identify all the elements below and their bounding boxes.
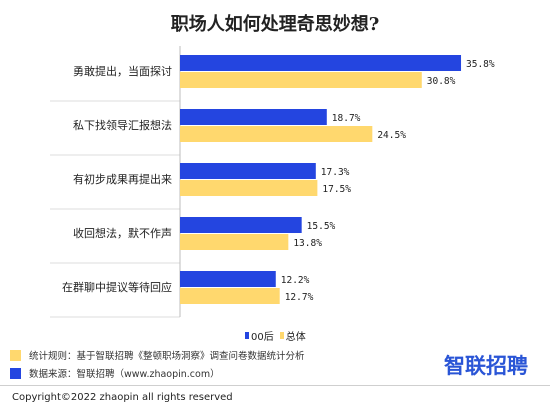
legend: 00后 总体 [245, 328, 306, 343]
bar-total [180, 180, 318, 196]
category-label: 勇敢提出，当面探讨 [73, 64, 172, 78]
note-rule: 统计规则：基于智联招聘《整顿职场洞察》调查问卷数据统计分析 [10, 348, 305, 362]
category-label: 在群聊中提议等待回应 [62, 280, 172, 294]
note-rule-swatch [10, 349, 21, 361]
bar-00hou [180, 163, 316, 179]
chart-title: 职场人如何处理奇思妙想? [170, 14, 380, 35]
bar-total [180, 126, 373, 142]
copyright: Copyright©2022 zhaopin all rights reserv… [12, 392, 233, 403]
legend-label-00hou: 00后 [251, 332, 274, 343]
data-label: 35.8% [466, 59, 495, 70]
data-label: 17.3% [321, 167, 350, 178]
category-label: 有初步成果再提出来 [73, 172, 172, 186]
data-label: 17.5% [322, 184, 351, 195]
data-label: 18.7% [332, 113, 361, 124]
note-source: 数据来源：智联招聘（www.zhaopin.com） [10, 366, 220, 380]
data-label: 15.5% [307, 221, 336, 232]
note-source-swatch [10, 367, 21, 379]
data-label: 30.8% [427, 76, 456, 87]
bar-total [180, 72, 422, 88]
category-label: 收回想法，默不作声 [73, 226, 172, 240]
note-source-text: 数据来源：智联招聘（www.zhaopin.com） [29, 369, 220, 380]
bar-total [180, 288, 280, 304]
brand-logo: 智联招聘 [444, 354, 528, 378]
data-label: 12.7% [285, 292, 314, 303]
divider [0, 385, 550, 386]
data-label: 24.5% [377, 130, 406, 141]
data-label: 13.8% [293, 238, 322, 249]
bar-00hou [180, 109, 327, 125]
bar-00hou [180, 55, 462, 71]
legend-swatch-total [279, 332, 284, 339]
category-label: 私下找领导汇报想法 [73, 118, 172, 132]
data-label: 12.2% [281, 275, 310, 286]
bar-00hou [180, 271, 276, 287]
legend-label-total: 总体 [285, 332, 306, 343]
bar-total [180, 234, 289, 250]
legend-swatch-00hou [245, 332, 249, 339]
bar-00hou [180, 217, 302, 233]
bar-chart: 勇敢提出，当面探讨 35.8% 30.8% 私下找领导汇报想法 18.7% 24.5% 有初… [50, 46, 495, 318]
note-rule-text: 统计规则：基于智联招聘《整顿职场洞察》调查问卷数据统计分析 [29, 351, 305, 362]
